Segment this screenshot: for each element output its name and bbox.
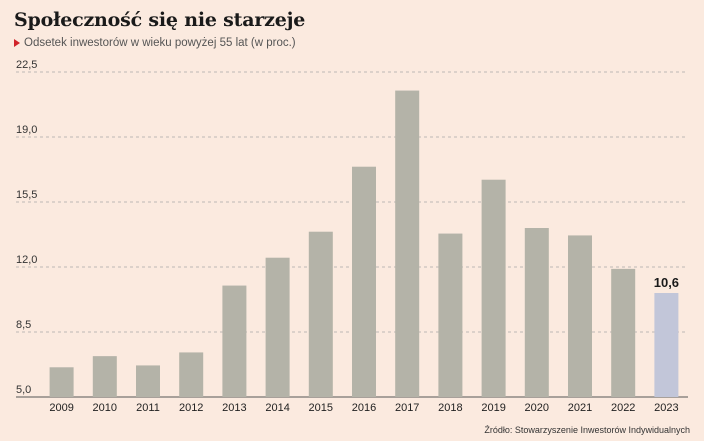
bar-2017	[395, 90, 420, 398]
y-tick-label: 22,5	[16, 59, 37, 71]
x-tick-label: 2022	[611, 402, 635, 414]
bar-2012	[179, 352, 204, 397]
axis-labels: 5,0 8,5 12,0 15,5 19,0 22,5 2009 2010 2011 2012 20…	[16, 59, 679, 414]
x-tick-label: 2018	[438, 402, 462, 414]
triangle-marker-icon	[14, 39, 20, 47]
bar-2018	[438, 233, 463, 397]
x-tick-label: 2015	[309, 402, 333, 414]
y-tick-label: 8,5	[16, 319, 31, 331]
x-tick-label: 2021	[568, 402, 592, 414]
y-tick-label: 12,0	[16, 254, 37, 266]
bars	[49, 90, 679, 398]
source-note: Źródło: Stowarzyszenie Inwestorów Indywi…	[484, 425, 690, 435]
x-tick-label: 2012	[179, 402, 203, 414]
bar-2016	[352, 166, 376, 397]
data-label-highlight: 10,6	[654, 275, 679, 290]
x-tick-label: 2019	[481, 402, 505, 414]
x-tick-label: 2011	[136, 402, 160, 414]
bar-2015	[308, 231, 333, 397]
x-tick-label: 2020	[525, 402, 549, 414]
bar-2020	[524, 228, 549, 397]
bar-2019	[481, 179, 506, 397]
bar-2023	[654, 293, 679, 397]
bar-2014	[265, 257, 290, 397]
x-tick-label: 2017	[395, 402, 419, 414]
y-tick-label: 19,0	[16, 124, 37, 136]
x-tick-label: 2013	[222, 402, 246, 414]
x-tick-label: 2010	[93, 402, 117, 414]
bar-2021	[568, 235, 592, 397]
x-tick-label: 2014	[265, 402, 289, 414]
y-tick-label: 15,5	[16, 189, 37, 201]
bar-2011	[136, 365, 160, 397]
y-tick-label: 5,0	[16, 384, 31, 396]
x-tick-label: 2016	[352, 402, 376, 414]
bar-2022	[611, 268, 636, 397]
chart-subtitle: Odsetek inwestorów w wieku powyżej 55 la…	[14, 37, 296, 49]
subtitle-text: Odsetek inwestorów w wieku powyżej 55 la…	[24, 37, 296, 49]
bar-2009	[49, 367, 74, 397]
x-tick-label: 2023	[654, 402, 678, 414]
chart-title: Społeczność się nie starzeje	[14, 9, 306, 31]
bar-2010	[92, 356, 117, 397]
x-tick-label: 2009	[49, 402, 73, 414]
bar-2013	[222, 285, 247, 397]
